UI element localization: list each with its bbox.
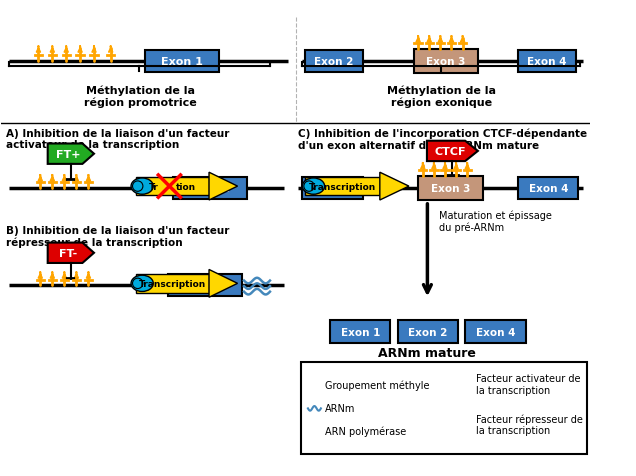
Text: Facteur activateur de
la transcription: Facteur activateur de la transcription [476,374,580,395]
FancyBboxPatch shape [466,321,525,343]
FancyBboxPatch shape [168,275,242,297]
Text: Exon 3: Exon 3 [426,57,466,67]
Polygon shape [48,144,94,165]
Text: Maturation et épissage
du pré-ARNm: Maturation et épissage du pré-ARNm [438,209,551,232]
Text: Exon 4: Exon 4 [476,327,515,337]
Text: Exon 1: Exon 1 [186,281,225,290]
Ellipse shape [132,181,143,192]
Text: ARNm mature: ARNm mature [378,347,476,359]
FancyBboxPatch shape [305,51,363,73]
Text: Exon 4: Exon 4 [529,184,568,194]
Text: Groupement méthyle: Groupement méthyle [324,379,429,390]
Text: ARN polymérase: ARN polymérase [324,426,406,436]
Ellipse shape [302,178,324,195]
Ellipse shape [308,427,315,434]
Text: C) Inhibition de l'incorporation CTCF-dépendante
d'un exon alternatif dans l'ARN: C) Inhibition de l'incorporation CTCF-dé… [298,129,587,150]
Text: B) Inhibition de la liaison d'un facteur
répresseur de la transcription: B) Inhibition de la liaison d'un facteur… [6,226,230,248]
Text: Transcription: Transcription [309,182,376,191]
Text: Exon 1: Exon 1 [190,184,230,194]
Text: A) Inhibition de la liaison d'un facteur
activateur de la transcription: A) Inhibition de la liaison d'un facteur… [6,129,230,150]
Text: Exon 2: Exon 2 [408,327,448,337]
Text: FT-: FT- [59,248,78,258]
FancyBboxPatch shape [518,51,576,73]
Text: Exon 2: Exon 2 [313,184,352,194]
Polygon shape [209,270,238,298]
Text: FT+: FT+ [56,149,81,159]
Text: Transcription: Transcription [139,279,206,288]
FancyBboxPatch shape [518,178,578,199]
Ellipse shape [132,278,143,289]
Text: Exon 1: Exon 1 [340,327,380,337]
Text: ARNm: ARNm [324,404,355,414]
FancyBboxPatch shape [398,321,458,343]
Polygon shape [48,243,94,263]
FancyBboxPatch shape [418,177,483,200]
Text: Exon 4: Exon 4 [527,57,567,67]
Text: Tr: Tr [149,182,159,191]
Text: Exon 2: Exon 2 [314,57,354,67]
FancyBboxPatch shape [330,321,391,343]
Text: Facteur répresseur de
la transcription: Facteur répresseur de la transcription [476,413,583,435]
FancyBboxPatch shape [302,178,363,199]
Ellipse shape [131,178,153,195]
Text: Exon 1: Exon 1 [161,57,203,67]
Text: FT+: FT+ [448,380,467,389]
Polygon shape [209,173,238,200]
FancyBboxPatch shape [413,50,478,74]
FancyBboxPatch shape [135,178,209,196]
Ellipse shape [131,276,153,292]
FancyBboxPatch shape [135,275,209,293]
FancyBboxPatch shape [145,51,219,73]
FancyBboxPatch shape [301,362,586,454]
Polygon shape [445,417,473,432]
FancyBboxPatch shape [173,178,247,199]
Text: tion: tion [176,182,196,191]
Ellipse shape [304,181,314,192]
Text: FT-: FT- [450,420,465,429]
Polygon shape [427,141,478,162]
Polygon shape [445,377,473,392]
Text: Méthylation de la
région promotrice: Méthylation de la région promotrice [84,85,197,108]
Ellipse shape [307,425,322,436]
Polygon shape [380,173,409,200]
FancyBboxPatch shape [305,178,380,196]
Text: CTCF: CTCF [434,147,466,157]
Text: Exon 3: Exon 3 [431,184,470,194]
Text: Méthylation de la
région exonique: Méthylation de la région exonique [387,85,496,108]
